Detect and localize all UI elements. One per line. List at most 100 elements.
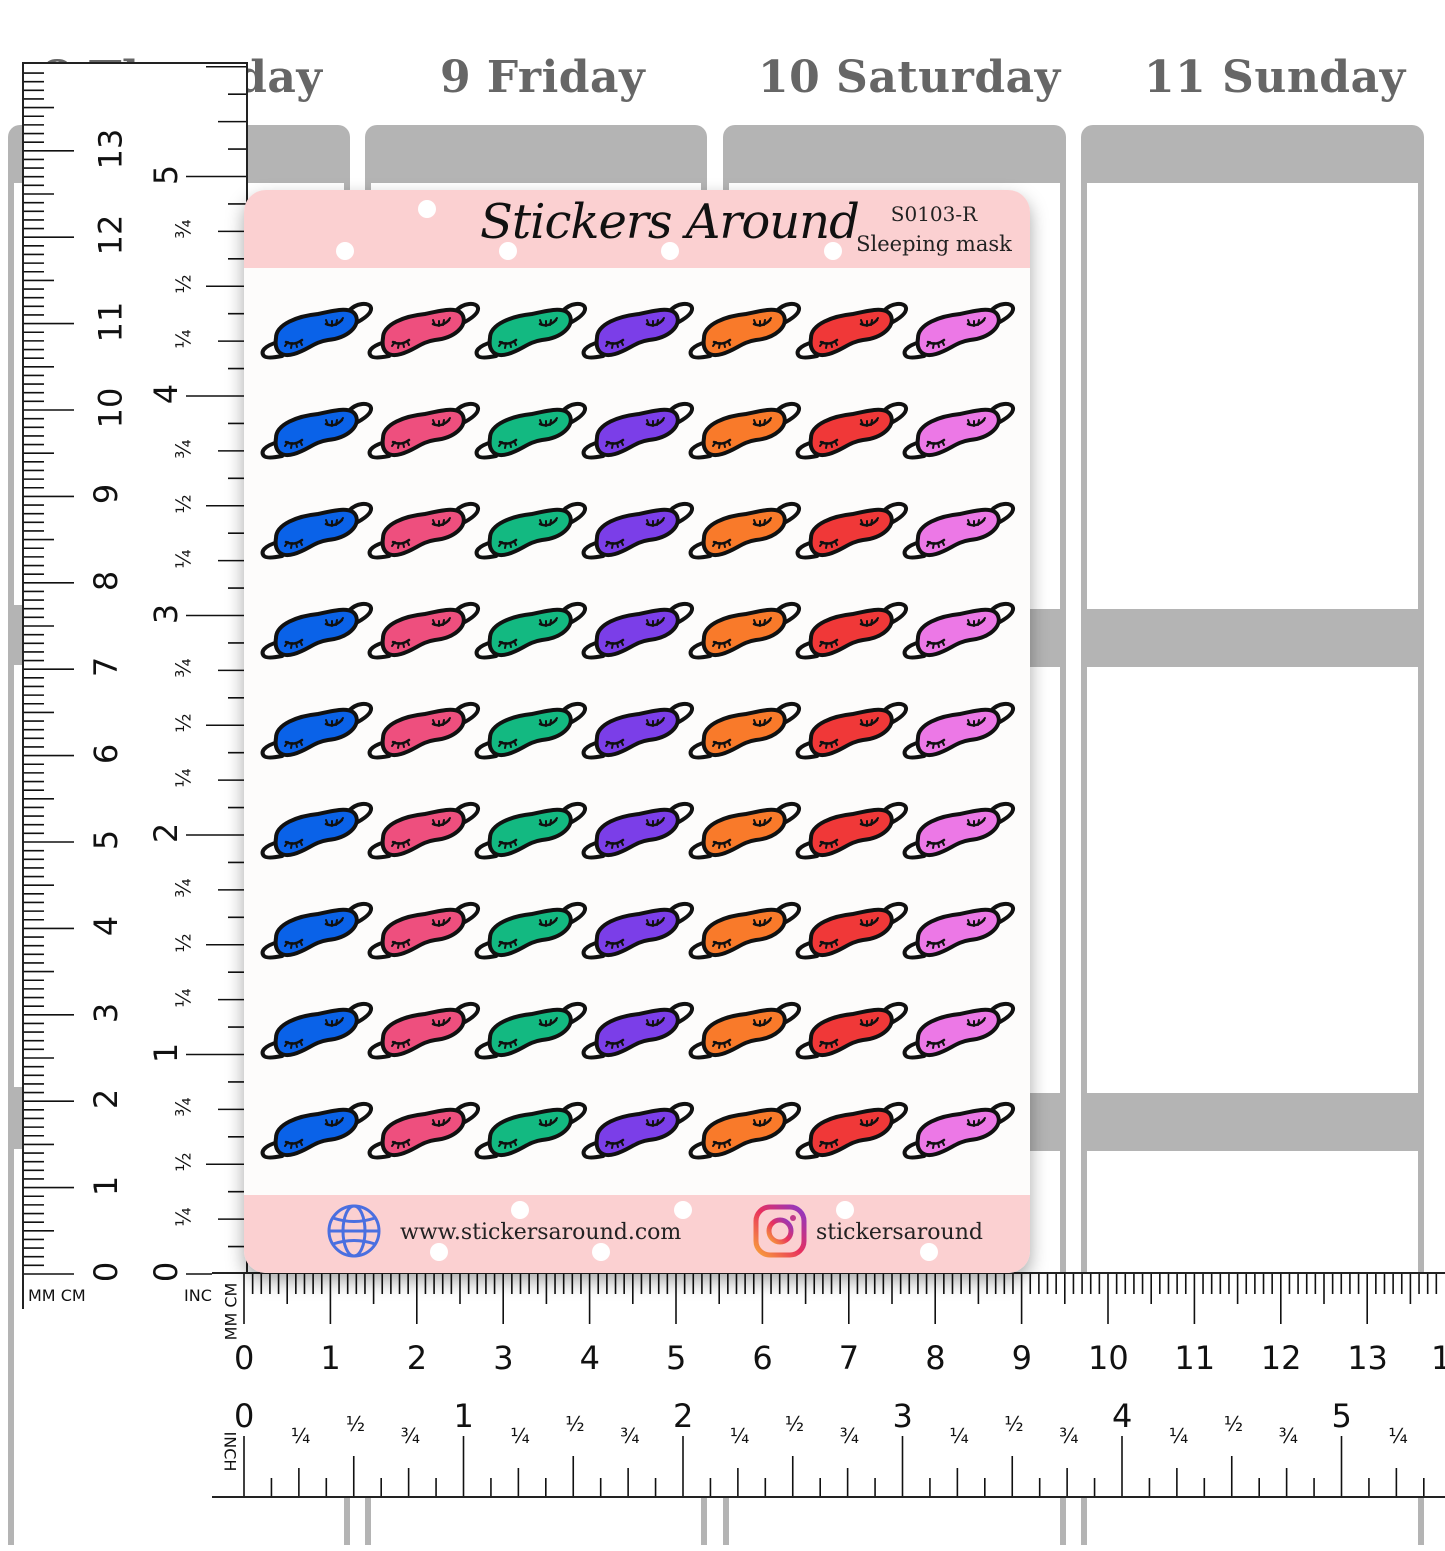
sleeping-mask-icon: [795, 601, 909, 660]
ruler-fraction-label: ¼: [729, 1424, 750, 1448]
sleeping-mask-icon: [367, 1001, 481, 1060]
ruler-cm-label: 6: [87, 743, 126, 764]
decor-dot: [824, 242, 842, 260]
sleeping-mask-icon: [688, 1101, 802, 1160]
ruler-fraction-label: ¾: [171, 219, 196, 240]
ruler-cm-label: 4: [579, 1339, 600, 1377]
ruler-fraction-label: ¼: [1388, 1424, 1408, 1448]
ruler-cm-label: 0: [234, 1339, 255, 1377]
decor-dot: [336, 242, 354, 260]
ruler-fraction-label: ¾: [171, 658, 196, 679]
ruler-inch-label: 2: [147, 822, 186, 844]
ruler-fraction-label: ¾: [171, 439, 196, 459]
sleeping-mask-icon: [474, 901, 588, 960]
decor-dot: [836, 1201, 854, 1219]
vertical-ruler-ticks: [24, 65, 246, 1275]
ruler-cm-label: 3: [87, 1002, 126, 1023]
ruler-cm-label: 1: [87, 1175, 126, 1196]
sleeping-mask-icon: [474, 501, 588, 560]
sleeping-mask-icon: [795, 1001, 909, 1060]
sleeping-mask-icon: [474, 1101, 588, 1160]
instagram-icon: [753, 1204, 807, 1258]
sleeping-mask-icon: [902, 601, 1016, 660]
sleeping-mask-icon: [688, 901, 802, 960]
sleeping-mask-icon: [688, 401, 802, 460]
sleeping-mask-icon: [260, 601, 374, 660]
sleeping-mask-icon: [688, 701, 802, 760]
sleeping-mask-icon: [581, 601, 695, 660]
sleeping-mask-icon: [581, 1101, 695, 1160]
sleeping-mask-icon: [474, 301, 588, 360]
sleeping-mask-icon: [367, 501, 481, 560]
ruler-fraction-label: ¼: [171, 768, 196, 788]
website-link[interactable]: www.stickersaround.com: [400, 1220, 682, 1245]
sleeping-mask-icon: [367, 601, 481, 660]
ruler-cm-label: 6: [752, 1339, 773, 1377]
sleeping-mask-icon: [581, 901, 695, 960]
ruler-fraction-label: ¾: [171, 1097, 196, 1118]
ruler-fraction-label: ½: [171, 274, 196, 294]
ruler-fraction-label: ¼: [290, 1424, 311, 1448]
globe-icon: [327, 1204, 381, 1258]
ruler-cm-label: 2: [406, 1339, 428, 1377]
sleeping-mask-icon: [795, 701, 909, 760]
sleeping-mask-icon: [367, 301, 481, 360]
ruler-fraction-label: ½: [171, 713, 196, 733]
sleeping-mask-icon: [902, 301, 1016, 360]
sleeping-mask-icon: [474, 701, 588, 760]
sleeping-mask-icon: [367, 701, 481, 760]
sleeping-mask-icon: [902, 1001, 1016, 1060]
horizontal-ruler-ticks: [243, 1274, 1438, 1496]
sleeping-mask-icon: [581, 701, 695, 760]
ruler-fraction-label: ¾: [1059, 1424, 1079, 1448]
sheet-footer: [244, 1195, 1030, 1273]
ruler-cm-label: 13: [91, 128, 130, 170]
sleeping-mask-icon: [367, 901, 481, 960]
decor-dot: [920, 1243, 938, 1261]
ruler-fraction-label: ½: [784, 1412, 805, 1436]
ruler-cm-label: 2: [87, 1089, 126, 1110]
vertical-ruler-unit-mm-cm: MM CM: [28, 1286, 86, 1305]
sleeping-mask-icon: [367, 801, 481, 860]
ruler-cm-label: 8: [925, 1339, 946, 1377]
sleeping-mask-icon: [260, 401, 374, 460]
horizontal-ruler-unit-inch: INCH: [220, 1431, 240, 1472]
ruler-fraction-label: ½: [565, 1412, 585, 1436]
sleeping-mask-icon: [688, 1001, 802, 1060]
sleeping-mask-icon: [902, 401, 1016, 460]
ruler-fraction-label: ½: [345, 1412, 366, 1436]
ruler-inch-label: 0: [234, 1397, 255, 1435]
ruler-fraction-label: ¾: [620, 1424, 640, 1448]
product-name: Sleeping mask: [856, 232, 1012, 256]
ruler-fraction-label: ½: [1223, 1412, 1244, 1436]
instagram-handle[interactable]: stickersaround: [816, 1220, 983, 1245]
horizontal-ruler-unit-mm-cm: MM CM: [221, 1282, 241, 1341]
day-title-saturday: 10 Saturday: [758, 52, 1061, 103]
sleeping-mask-icon: [260, 1001, 374, 1060]
sleeping-mask-icon: [260, 701, 374, 760]
ruler-cm-label: 9: [1011, 1339, 1032, 1377]
ruler-fraction-label: ½: [171, 1152, 196, 1172]
ruler-fraction-label: ¾: [1278, 1424, 1299, 1448]
ruler-fraction-label: ¼: [949, 1424, 969, 1448]
ruler-cm-label: 9: [87, 484, 126, 505]
sleeping-mask-icon: [688, 801, 802, 860]
ruler-inch-label: 5: [1331, 1397, 1352, 1435]
ruler-inch-label: 2: [673, 1397, 694, 1435]
decor-dot: [430, 1243, 448, 1261]
ruler-cm-label: 5: [666, 1339, 687, 1377]
ruler-cm-label: 11: [1174, 1339, 1216, 1377]
sleeping-mask-icon: [581, 1001, 695, 1060]
ruler-cm-label: 12: [1260, 1339, 1302, 1377]
sleeping-mask-icon: [474, 601, 588, 660]
ruler-cm-label: 7: [87, 657, 126, 678]
sleeping-mask-icon: [902, 1101, 1016, 1160]
ruler-fraction-label: ½: [171, 494, 196, 514]
ruler-fraction-label: ¼: [510, 1424, 530, 1448]
sleeping-mask-icon: [260, 901, 374, 960]
sleeping-mask-icon: [688, 501, 802, 560]
sleeping-mask-icon: [902, 901, 1016, 960]
ruler-cm-label: 4: [87, 916, 126, 937]
ruler-cm-label: 1: [1431, 1339, 1445, 1377]
ruler-cm-label: 11: [91, 301, 130, 342]
